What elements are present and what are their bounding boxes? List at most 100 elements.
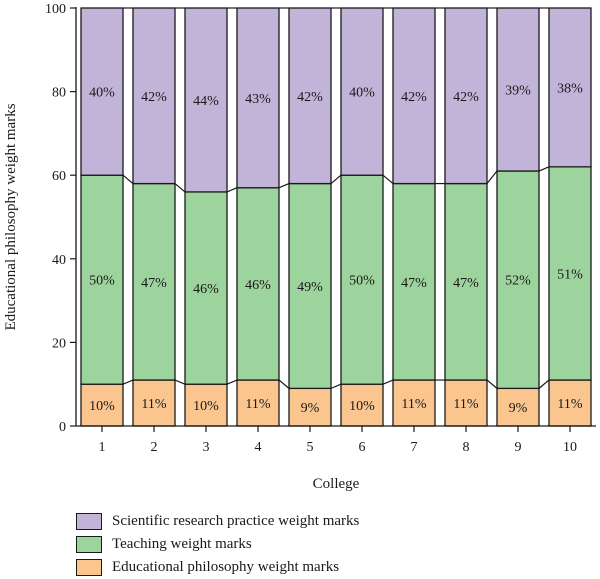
data-label-2-college-2: 47%: [141, 276, 167, 291]
connector-line: [122, 174, 134, 185]
x-tick-label: 2: [151, 440, 158, 455]
data-label-2-college-10: 51%: [557, 267, 583, 282]
segment-connector-lines: [122, 7, 550, 389]
connector-line: [538, 166, 550, 172]
data-label-1-college-2: 11%: [141, 397, 166, 412]
bar-segment-2-college-4: [236, 187, 280, 381]
legend-item-philosophy: Educational philosophy weight marks: [76, 556, 359, 579]
bar-segment-2-college-7: [392, 182, 436, 381]
data-label-3-college-4: 43%: [245, 92, 271, 107]
data-label-3-college-10: 38%: [557, 81, 583, 96]
legend-item-research: Scientific research practice weight mark…: [76, 510, 359, 533]
connector-line: [174, 183, 186, 193]
connector-line: [382, 379, 394, 385]
legend-item-teaching: Teaching weight marks: [76, 533, 359, 556]
data-label-2-college-9: 52%: [505, 274, 531, 289]
data-label-3-college-5: 42%: [297, 90, 323, 105]
x-tick-label: 3: [203, 440, 210, 455]
y-tick-label: 40: [52, 253, 66, 268]
x-tick-label: 6: [359, 440, 366, 455]
bar-segment-1-college-5: [288, 387, 332, 427]
legend-label-teaching: Teaching weight marks: [112, 536, 252, 552]
axes: 0 20 40 60 80 100 1 2 3 4 5 6 7 8 9 10: [45, 2, 596, 455]
legend-label-philosophy: Educational philosophy weight marks: [112, 559, 340, 575]
segment-labels: 10% 50% 40% 11% 47% 42% 10% 46% 44% 11% 46% 43% 9% 49…: [89, 81, 583, 416]
x-tick-label: 1: [99, 440, 106, 455]
bar-segment-3-college-4: [236, 7, 280, 189]
data-label-2-college-6: 50%: [349, 274, 375, 289]
x-tick-label: 10: [563, 440, 577, 455]
data-label-1-college-6: 10%: [349, 399, 375, 414]
x-tick-label: 9: [515, 440, 522, 455]
data-label-2-college-4: 46%: [245, 278, 271, 293]
data-label-2-college-7: 47%: [401, 276, 427, 291]
connector-line: [278, 183, 290, 189]
connector-line: [330, 174, 342, 185]
y-tick-label: 0: [59, 420, 66, 435]
bar-segment-1-college-1: [80, 383, 124, 427]
data-label-3-college-6: 40%: [349, 86, 375, 101]
x-tick-label: 4: [255, 440, 262, 455]
y-tick-label: 60: [52, 169, 66, 184]
bar-segment-3-college-9: [496, 7, 540, 172]
bar-segment-2-college-3: [184, 191, 228, 385]
bar-segment-3-college-7: [392, 7, 436, 185]
legend: Scientific research practice weight mark…: [76, 510, 359, 579]
legend-swatch-teaching: [76, 536, 102, 553]
bar-segment-3-college-5: [288, 7, 332, 185]
bar-segment-2-college-2: [132, 182, 176, 381]
data-label-3-college-9: 39%: [505, 84, 531, 99]
bar-segment-1-college-8: [444, 379, 488, 427]
data-label-1-college-9: 9%: [509, 401, 528, 416]
connector-line: [330, 383, 342, 389]
data-label-2-college-1: 50%: [89, 274, 115, 289]
x-tick-label: 8: [463, 440, 470, 455]
y-axis-title: Educational philosophy weight marks: [3, 103, 19, 330]
data-label-3-college-8: 42%: [453, 90, 479, 105]
data-label-1-college-8: 11%: [453, 397, 478, 412]
bar-segment-2-college-8: [444, 182, 488, 381]
bar-segment-3-college-3: [184, 7, 228, 193]
bar-segment-3-college-1: [80, 7, 124, 176]
bar-segment-3-college-8: [444, 7, 488, 185]
x-tick-label: 7: [411, 440, 418, 455]
x-axis-title: College: [313, 476, 360, 492]
data-label-1-college-3: 10%: [193, 399, 219, 414]
data-label-3-college-1: 40%: [89, 86, 115, 101]
data-label-1-college-10: 11%: [557, 397, 582, 412]
data-label-3-college-3: 44%: [193, 94, 219, 109]
legend-label-research: Scientific research practice weight mark…: [112, 513, 360, 529]
bar-segment-1-college-2: [132, 379, 176, 427]
data-label-3-college-2: 42%: [141, 90, 167, 105]
bar-segment-3-college-10: [548, 7, 592, 168]
connector-line: [174, 379, 186, 385]
data-label-1-college-5: 9%: [301, 401, 320, 416]
connector-line: [538, 379, 550, 389]
x-tick-label: 5: [307, 440, 314, 455]
bar-group: [80, 7, 592, 427]
connector-line: [486, 379, 498, 389]
bar-segment-2-college-1: [80, 174, 124, 385]
data-label-2-college-5: 49%: [297, 280, 323, 295]
bar-segment-2-college-10: [548, 166, 592, 381]
bar-segment-2-college-9: [496, 170, 540, 390]
bar-segment-1-college-9: [496, 387, 540, 427]
connector-line: [226, 187, 238, 193]
legend-swatch-philosophy: [76, 559, 102, 576]
data-label-2-college-3: 46%: [193, 282, 219, 297]
y-tick-label: 20: [52, 336, 66, 351]
connector-line: [382, 174, 394, 185]
data-label-2-college-8: 47%: [453, 276, 479, 291]
data-label-1-college-7: 11%: [401, 397, 426, 412]
data-label-1-college-1: 10%: [89, 399, 115, 414]
data-label-3-college-7: 42%: [401, 90, 427, 105]
connector-line: [486, 170, 498, 184]
bar-segment-3-college-6: [340, 7, 384, 176]
connector-line: [122, 379, 134, 385]
y-tick-label: 80: [52, 86, 66, 101]
connector-line: [226, 379, 238, 385]
bar-segment-3-college-2: [132, 7, 176, 185]
stacked-bar-chart: 10%50%40%11%47%42%10%46%44%11%46%43%9%49…: [3, 2, 596, 492]
connector-line: [278, 379, 290, 389]
y-tick-label: 100: [45, 2, 66, 17]
